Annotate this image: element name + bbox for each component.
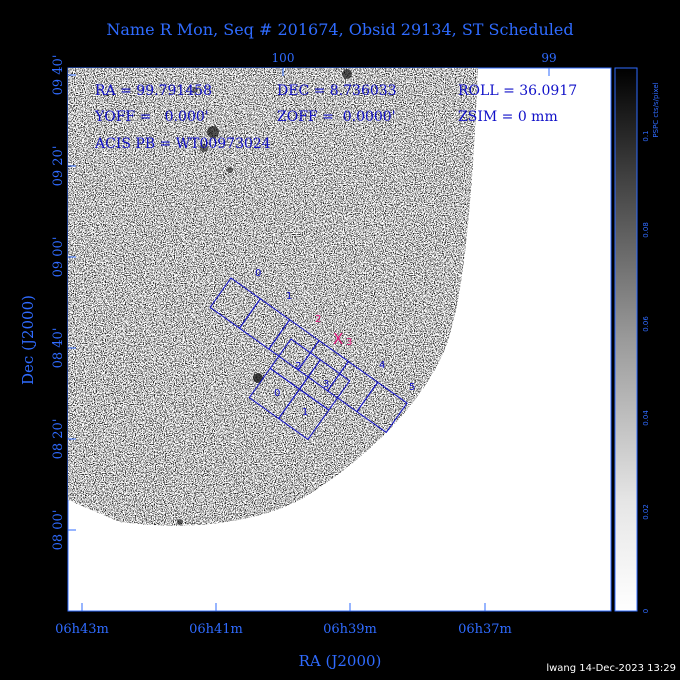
- y-axis-title: Dec (J2000): [19, 295, 37, 385]
- colorbar-tick: 0.04: [642, 410, 650, 426]
- chip-label-s3: 3: [346, 337, 352, 348]
- y-tick-label: 09 20': [51, 146, 66, 187]
- x-tick-label: 06h39m: [323, 622, 377, 637]
- chip-label-i3: 3: [323, 379, 329, 390]
- axis-ticks: [68, 68, 550, 611]
- y-tick-label: 09 00': [51, 237, 66, 278]
- info-roll: ROLL = 36.0917: [458, 83, 577, 99]
- info-zoff: ZOFF = 0.0000': [277, 109, 396, 125]
- info-zsim: ZSIM = 0 mm: [458, 109, 558, 125]
- chip-label-i0: 0: [274, 388, 280, 399]
- info-dec: DEC = 8.736033: [277, 83, 397, 99]
- chip-label-s2: 2: [315, 314, 321, 325]
- plot-title: Name R Mon, Seq # 201674, Obsid 29134, S…: [106, 20, 573, 39]
- chip-label-s0: 0: [255, 268, 261, 279]
- colorbar-tick: 0.08: [642, 222, 650, 238]
- x-tick-label: 06h43m: [55, 622, 109, 637]
- x-axis-title: RA (J2000): [299, 652, 382, 670]
- chip-label-s1: 1: [286, 291, 292, 302]
- x-tick-label: 06h37m: [458, 622, 512, 637]
- aimpoint-marker: X: [333, 330, 343, 348]
- info-acis-pb: ACIS PB = WT00973024: [94, 136, 271, 152]
- colorbar-tick: 0.1: [642, 130, 650, 141]
- y-tick-label: 08 00': [51, 510, 66, 551]
- chip-label-i2: 2: [295, 361, 301, 372]
- chip-label-s5: 5: [409, 382, 415, 393]
- y-tick-label: 09 40': [51, 55, 66, 96]
- y-tick-label: 08 40': [51, 328, 66, 369]
- colorbar-tick: 0.02: [642, 504, 650, 520]
- info-ra: RA = 99.791458: [95, 83, 212, 99]
- chip-label-i1: 1: [302, 407, 308, 418]
- top-tick-label: 100: [272, 51, 295, 65]
- footer-timestamp: lwang 14-Dec-2023 13:29: [546, 663, 676, 674]
- colorbar-tick: 0.06: [642, 316, 650, 332]
- y-tick-label: 08 20': [51, 419, 66, 460]
- x-tick-label: 06h41m: [189, 622, 243, 637]
- colorbar-tick: 0: [642, 609, 650, 613]
- colorbar: PSPC cts/s/pixel 0 0.02 0.04 0.06 0.08 0…: [614, 67, 660, 613]
- info-yoff: YOFF = 0.000': [94, 109, 209, 125]
- chip-s5: [356, 381, 408, 434]
- top-tick-label: 99: [541, 51, 556, 65]
- chip-label-s4: 4: [379, 360, 385, 371]
- colorbar-label: PSPC cts/s/pixel: [652, 82, 660, 137]
- acis-chip-array: 0 1 2 3 4 5 2 3 0 1 X: [209, 268, 415, 441]
- chip-i1: [277, 388, 330, 441]
